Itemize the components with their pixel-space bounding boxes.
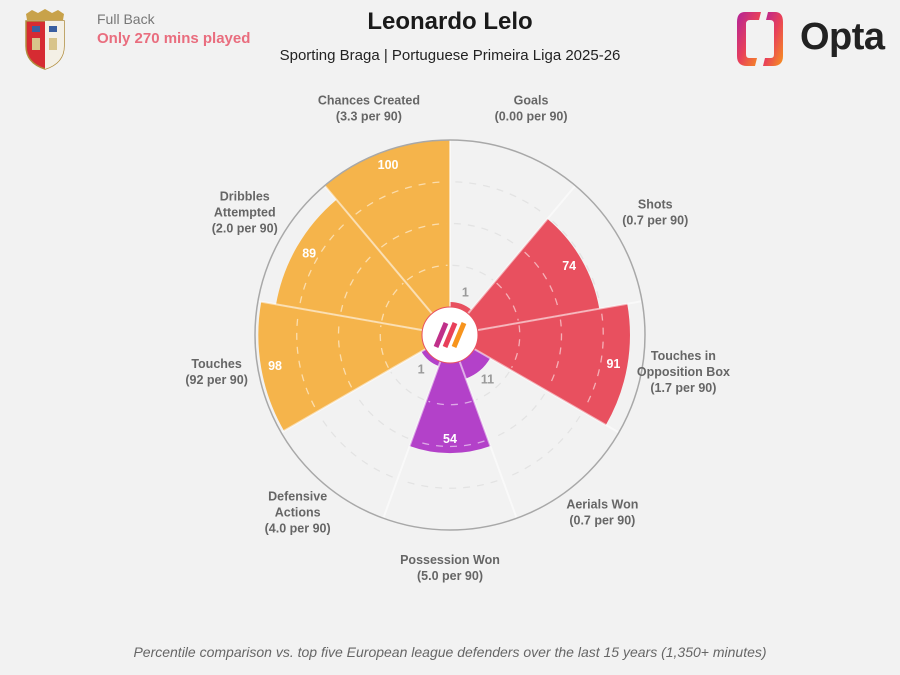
gridline-arc [379,325,389,369]
gridline-arc [547,319,563,388]
category-label: Chances Created (3.3 per 90) [318,93,420,123]
club-crest-icon [25,9,65,70]
gridline-arc [406,264,448,281]
slice-divider [280,348,427,434]
category-label: Shots (0.7 per 90) [622,198,688,228]
category-label-line: (1.7 per 90) [650,381,716,395]
category-label-line: Defensive [268,490,327,504]
category-label-line: (0.00 per 90) [495,109,568,123]
value-label: 89 [302,247,316,261]
gridline-arc [496,282,519,321]
value-label: 74 [562,259,576,273]
slice-divider [323,184,433,315]
category-label-line: (0.7 per 90) [569,514,635,528]
gridline-arc [453,222,520,248]
slice-shots [467,218,600,331]
category-label-line: Possession Won [400,553,500,567]
category-label-line: (5.0 per 90) [417,569,483,583]
gridline-arc [354,393,409,439]
category-label: Touches in Opposition Box (1.7 per 90) [637,349,730,395]
category-label: Possession Won (5.0 per 90) [400,553,500,583]
minutes-played-note: Only 270 mins played [97,30,251,47]
value-label: 1 [462,286,469,300]
value-label: 54 [443,432,457,446]
category-label-line: Touches [191,357,242,371]
gridline-arc [340,251,376,312]
chart-footnote: Percentile comparison vs. top five Europ… [133,644,767,660]
gridline-arc [380,222,447,248]
value-label: 100 [378,158,399,172]
value-label: 91 [606,357,620,371]
category-label: Goals (0.00 per 90) [495,93,568,123]
gridline-arc [428,400,472,406]
team-league-subtitle: Sporting Braga | Portuguese Primeira Lig… [279,47,621,64]
gridline-arc [337,319,353,388]
category-label-line: Attempted [214,206,276,220]
gridline-arc [319,415,393,478]
outer-ring [254,139,646,531]
gridline-arc [355,181,445,215]
gridline-arc [455,181,545,215]
gridline-arc [584,313,604,408]
slice-dribbles-attempted [276,199,433,331]
player-position: Full Back [97,11,155,27]
slice-aerials-won [459,349,491,379]
opta-brand-text: Opta [800,16,885,58]
category-label: Touches (92 per 90) [185,357,248,387]
slice-divider [477,300,643,332]
category-label-line: (4.0 per 90) [265,522,331,536]
category-label-line: (2.0 per 90) [212,222,278,236]
slice-touches [258,301,426,431]
gridline-arc [390,371,425,401]
slice-divider [458,360,518,519]
center-logo-bar [451,322,467,348]
center-logo-bar [442,322,458,348]
slice-divider [467,184,577,315]
slice-chances-created [324,140,450,314]
gridline-arc [507,415,581,478]
player-name-title: Leonardo Lelo [367,8,533,35]
gridline-arc [381,282,404,321]
gridline-arc [415,440,485,448]
center-opta-logo [421,306,479,364]
category-label-line: (3.3 per 90) [336,109,402,123]
value-label: 98 [268,359,282,373]
gridline-arc [491,393,546,439]
gridline-arc [475,371,510,401]
gridline-arc [511,325,521,369]
category-label: Aerials Won (0.7 per 90) [566,498,638,528]
gridline-arc [452,264,494,281]
category-label: Defensive Actions (4.0 per 90) [265,490,331,536]
category-label-line: (92 per 90) [185,373,248,387]
slice-touches-in-opposition-box [474,303,630,425]
category-label-line: Chances Created [318,93,420,107]
center-logo-bar [433,322,449,348]
gridline-arc [296,313,316,408]
category-label-line: Dribbles [220,190,270,204]
category-label-line: Goals [514,93,549,107]
slice-divider [257,300,423,332]
slice-goals [450,301,472,314]
gridline-arc [402,480,498,489]
slice-divider [382,360,442,519]
slice-divider [473,348,620,434]
slice-defensive-actions [421,349,441,367]
category-label-line: Actions [275,506,321,520]
category-label-line: Touches in [651,349,716,363]
category-label-line: Opposition Box [637,365,730,379]
opta-logo-icon [737,12,783,66]
category-label-line: Shots [638,198,673,212]
category-label-line: (0.7 per 90) [622,214,688,228]
value-label: 1 [418,362,425,376]
gridline-arc [299,220,348,304]
gridline-arc [552,220,601,304]
category-label: Dribbles Attempted (2.0 per 90) [212,190,278,236]
slice-possession-won [409,361,491,454]
category-label-line: Aerials Won [566,498,638,512]
value-label: 11 [481,373,494,387]
gridline-arc [524,251,560,312]
